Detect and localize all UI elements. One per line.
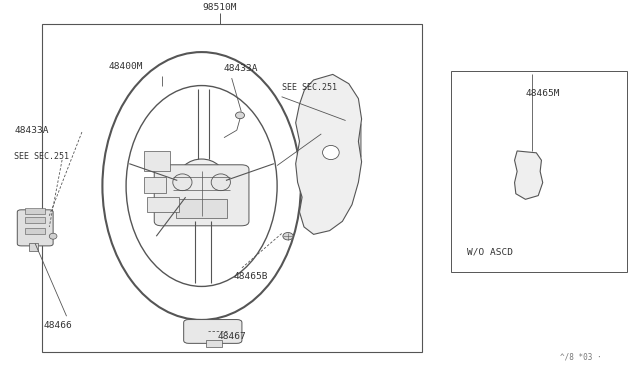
Ellipse shape: [173, 174, 192, 191]
Text: SEE SEC.251: SEE SEC.251: [14, 153, 69, 161]
Text: 48400M: 48400M: [108, 62, 143, 71]
Bar: [176, 199, 227, 218]
Bar: [147, 197, 179, 212]
Text: 48465B: 48465B: [234, 272, 268, 280]
Text: 48433A: 48433A: [14, 126, 49, 135]
Bar: [42, 24, 422, 352]
Ellipse shape: [236, 112, 244, 119]
FancyBboxPatch shape: [154, 165, 249, 226]
Bar: [326, 126, 352, 131]
Bar: [326, 145, 352, 150]
Text: 48466: 48466: [44, 321, 72, 330]
Text: W/O ASCD: W/O ASCD: [467, 248, 513, 257]
Bar: [25, 208, 45, 214]
Ellipse shape: [330, 161, 338, 166]
Text: ^/8 *03 ·: ^/8 *03 ·: [560, 353, 602, 362]
Bar: [25, 228, 45, 234]
Ellipse shape: [49, 233, 57, 239]
Ellipse shape: [283, 232, 293, 240]
Bar: [206, 340, 222, 347]
Text: 98510M: 98510M: [202, 3, 237, 12]
Bar: [25, 217, 45, 223]
Text: 48465M: 48465M: [525, 89, 560, 98]
FancyBboxPatch shape: [184, 320, 242, 343]
FancyBboxPatch shape: [17, 210, 53, 246]
Ellipse shape: [211, 174, 230, 191]
Bar: [326, 136, 352, 140]
Text: 48467: 48467: [218, 332, 246, 341]
Bar: [144, 151, 170, 171]
Bar: [144, 177, 166, 193]
Polygon shape: [296, 74, 362, 234]
Bar: [451, 71, 627, 272]
Text: SEE SEC.251: SEE SEC.251: [282, 83, 337, 92]
Ellipse shape: [178, 159, 226, 202]
Ellipse shape: [323, 145, 339, 160]
Bar: [29, 243, 38, 251]
Text: 48433A: 48433A: [224, 64, 259, 73]
Polygon shape: [515, 151, 543, 199]
FancyBboxPatch shape: [317, 122, 361, 159]
